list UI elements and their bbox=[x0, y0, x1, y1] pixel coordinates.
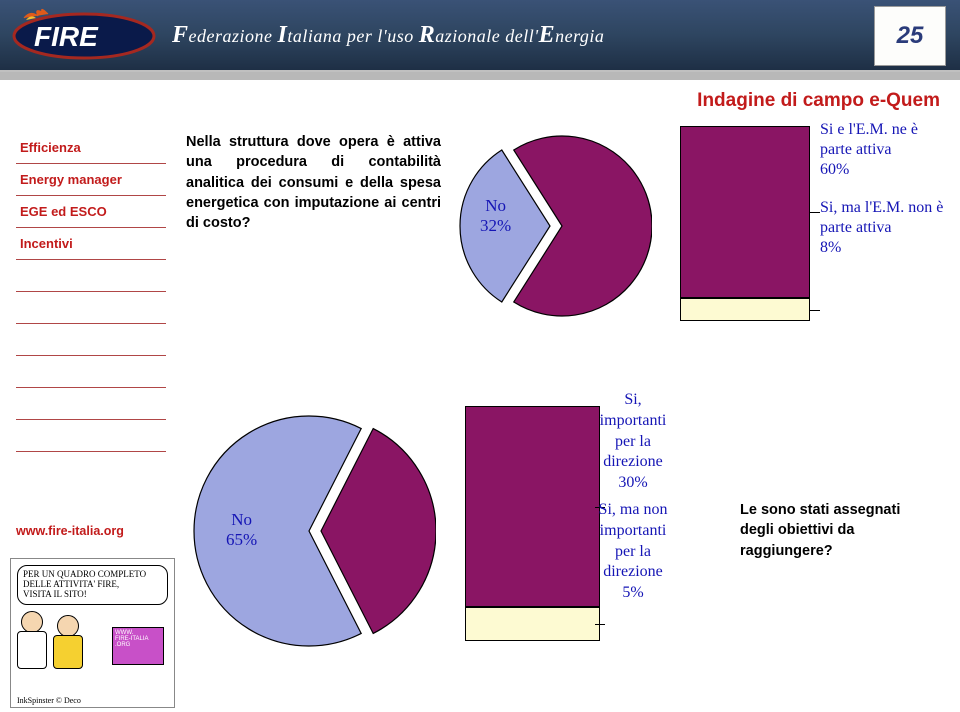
sidebar-item-ege-esco[interactable]: EGE ed ESCO bbox=[16, 196, 166, 228]
website-url[interactable]: www.fire-italia.org bbox=[16, 524, 124, 538]
sidebar-item-energy-manager[interactable]: Energy manager bbox=[16, 164, 166, 196]
sidebar-nav: Efficienza Energy manager EGE ed ESCO In… bbox=[16, 132, 166, 452]
anniversary-badge: 25 bbox=[874, 6, 946, 66]
page-title: Indagine di campo e-Quem bbox=[697, 90, 940, 112]
sidebar-item-empty bbox=[16, 388, 166, 420]
sidebar-item-efficienza[interactable]: Efficienza bbox=[16, 132, 166, 164]
bar1-segment-0 bbox=[680, 126, 810, 298]
cartoon-panel: PER UN QUADRO COMPLETO DELLE ATTIVITA' F… bbox=[10, 558, 175, 708]
sidebar-item-empty bbox=[16, 260, 166, 292]
question-2-text: Le sono stati assegnati degli obiettivi … bbox=[740, 500, 930, 561]
bar1-seg1-label: Si e l'E.M. ne è parte attiva 60% bbox=[820, 120, 950, 180]
fire-logo: FIRE bbox=[12, 6, 157, 64]
pie2-no-label: No 65% bbox=[226, 510, 257, 551]
sidebar-item-empty bbox=[16, 420, 166, 452]
pie1-no-label: No 32% bbox=[480, 196, 511, 237]
fed-e: E bbox=[539, 22, 556, 48]
sidebar-item-empty bbox=[16, 356, 166, 388]
bar2-labels: Si, importanti per la direzione 30% Si, … bbox=[538, 390, 728, 604]
pie-chart-2 bbox=[186, 406, 436, 656]
question-1-text: Nella struttura dove opera è attiva una … bbox=[186, 132, 441, 233]
bar1-labels: Si e l'E.M. ne è parte attiva 60% Si, ma… bbox=[820, 120, 950, 276]
header-divider bbox=[0, 72, 960, 80]
bar2-segment-1 bbox=[465, 607, 600, 641]
bar1-segment-1 bbox=[680, 298, 810, 321]
cartoon-speech-bubble: PER UN QUADRO COMPLETO DELLE ATTIVITA' F… bbox=[17, 565, 168, 605]
sidebar-item-empty bbox=[16, 324, 166, 356]
sidebar-item-incentivi[interactable]: Incentivi bbox=[16, 228, 166, 260]
bar2-seg1-label: Si, importanti per la direzione 30% bbox=[538, 390, 728, 494]
federation-title: Federazione Italiana per l'uso Razionale… bbox=[172, 22, 604, 49]
badge-number: 25 bbox=[897, 22, 924, 50]
sidebar-item-empty bbox=[16, 292, 166, 324]
header-banner: FIRE Federazione Italiana per l'uso Razi… bbox=[0, 0, 960, 72]
fed-i: I bbox=[278, 22, 288, 48]
cartoon-figures: WWW. FIRE-ITALIA .ORG bbox=[17, 607, 168, 677]
fed-r: R bbox=[419, 22, 436, 48]
svg-text:FIRE: FIRE bbox=[34, 21, 99, 52]
fed-f: F bbox=[172, 22, 189, 48]
bar1-seg2-label: Si, ma l'E.M. non è parte attiva 8% bbox=[820, 198, 950, 258]
bar2-seg2-label: Si, ma non importanti per la direzione 5… bbox=[538, 500, 728, 604]
cartoon-credit: InkSpinster © Deco bbox=[17, 696, 81, 705]
cartoon-screen: WWW. FIRE-ITALIA .ORG bbox=[112, 627, 164, 665]
stacked-bar-1 bbox=[680, 126, 810, 321]
